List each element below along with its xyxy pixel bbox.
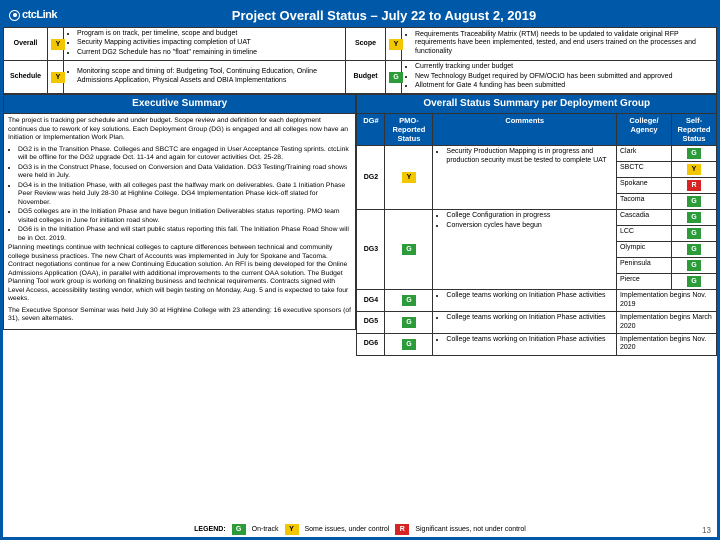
status-badge: G bbox=[671, 194, 716, 210]
logo: ctcLink bbox=[9, 9, 57, 21]
legend-y-icon: Y bbox=[285, 524, 299, 535]
dg-note: Implementation begins March 2020 bbox=[616, 312, 716, 334]
status-badge: Y bbox=[385, 146, 433, 210]
college-name: Olympic bbox=[616, 242, 671, 258]
dg-label: DG4 bbox=[357, 290, 385, 312]
status-badge: G bbox=[671, 226, 716, 242]
top-comments: Currently tracking under budgetNew Techn… bbox=[402, 61, 717, 94]
status-badge: G bbox=[385, 210, 433, 290]
college-name: LCC bbox=[616, 226, 671, 242]
col-dg: DG# bbox=[357, 114, 385, 146]
exec-summary: Executive Summary The project is trackin… bbox=[3, 94, 356, 330]
college-name: SBCTC bbox=[616, 162, 671, 178]
dg-comments: Security Production Mapping is in progre… bbox=[433, 146, 617, 210]
status-badge: G bbox=[386, 61, 402, 94]
top-label: Schedule bbox=[4, 61, 48, 94]
page-title: Project Overall Status – July 22 to Augu… bbox=[57, 8, 711, 23]
dg-label: DG5 bbox=[357, 312, 385, 334]
top-comments: Requirements Traceability Matrix (RTM) n… bbox=[402, 28, 717, 61]
status-badge: Y bbox=[48, 61, 64, 94]
top-label: Budget bbox=[346, 61, 386, 94]
dg-label: DG2 bbox=[357, 146, 385, 210]
top-label: Overall bbox=[4, 28, 48, 61]
dg-comments: College teams working on Initiation Phas… bbox=[433, 312, 617, 334]
status-badge: G bbox=[671, 146, 716, 162]
dg-note: Implementation begins Nov. 2019 bbox=[616, 290, 716, 312]
exec-heading: Executive Summary bbox=[4, 95, 356, 114]
legend: LEGEND: GOn-track YSome issues, under co… bbox=[3, 524, 717, 535]
col-self: Self-Reported Status bbox=[671, 114, 716, 146]
status-badge: G bbox=[671, 210, 716, 226]
status-badge: Y bbox=[671, 162, 716, 178]
dg-comments: College teams working on Initiation Phas… bbox=[433, 333, 617, 355]
dg-comments: College teams working on Initiation Phas… bbox=[433, 290, 617, 312]
college-name: Pierce bbox=[616, 274, 671, 290]
deployment-summary: Overall Status Summary per Deployment Gr… bbox=[356, 94, 717, 355]
page-number: 13 bbox=[702, 526, 711, 535]
status-badge: G bbox=[671, 242, 716, 258]
top-comments: Program is on track, per timeline, scope… bbox=[64, 28, 346, 61]
dg-label: DG3 bbox=[357, 210, 385, 290]
dg-label: DG6 bbox=[357, 333, 385, 355]
status-badge: R bbox=[671, 178, 716, 194]
college-name: Cascadia bbox=[616, 210, 671, 226]
status-badge: G bbox=[385, 312, 433, 334]
college-name: Spokane bbox=[616, 178, 671, 194]
col-comments: Comments bbox=[433, 114, 617, 146]
top-status-table: OverallYProgram is on track, per timelin… bbox=[3, 27, 717, 94]
legend-r-icon: R bbox=[395, 524, 409, 535]
top-label: Scope bbox=[346, 28, 386, 61]
status-badge: G bbox=[385, 290, 433, 312]
col-college: College/ Agency bbox=[616, 114, 671, 146]
college-name: Clark bbox=[616, 146, 671, 162]
college-name: Peninsula bbox=[616, 258, 671, 274]
status-badge: Y bbox=[48, 28, 64, 61]
dg-comments: College Configuration in progressConvers… bbox=[433, 210, 617, 290]
status-badge: G bbox=[385, 333, 433, 355]
status-badge: G bbox=[671, 274, 716, 290]
dg-note: Implementation begins Nov. 2020 bbox=[616, 333, 716, 355]
college-name: Tacoma bbox=[616, 194, 671, 210]
legend-g-icon: G bbox=[232, 524, 246, 535]
exec-body: The project is tracking per schedule and… bbox=[4, 114, 356, 330]
top-comments: Monitoring scope and timing of: Budgetin… bbox=[64, 61, 346, 94]
header-bar: ctcLink Project Overall Status – July 22… bbox=[3, 3, 717, 27]
col-pmo: PMO-Reported Status bbox=[385, 114, 433, 146]
status-badge: Y bbox=[386, 28, 402, 61]
status-badge: G bbox=[671, 258, 716, 274]
ovr-heading: Overall Status Summary per Deployment Gr… bbox=[357, 95, 717, 114]
